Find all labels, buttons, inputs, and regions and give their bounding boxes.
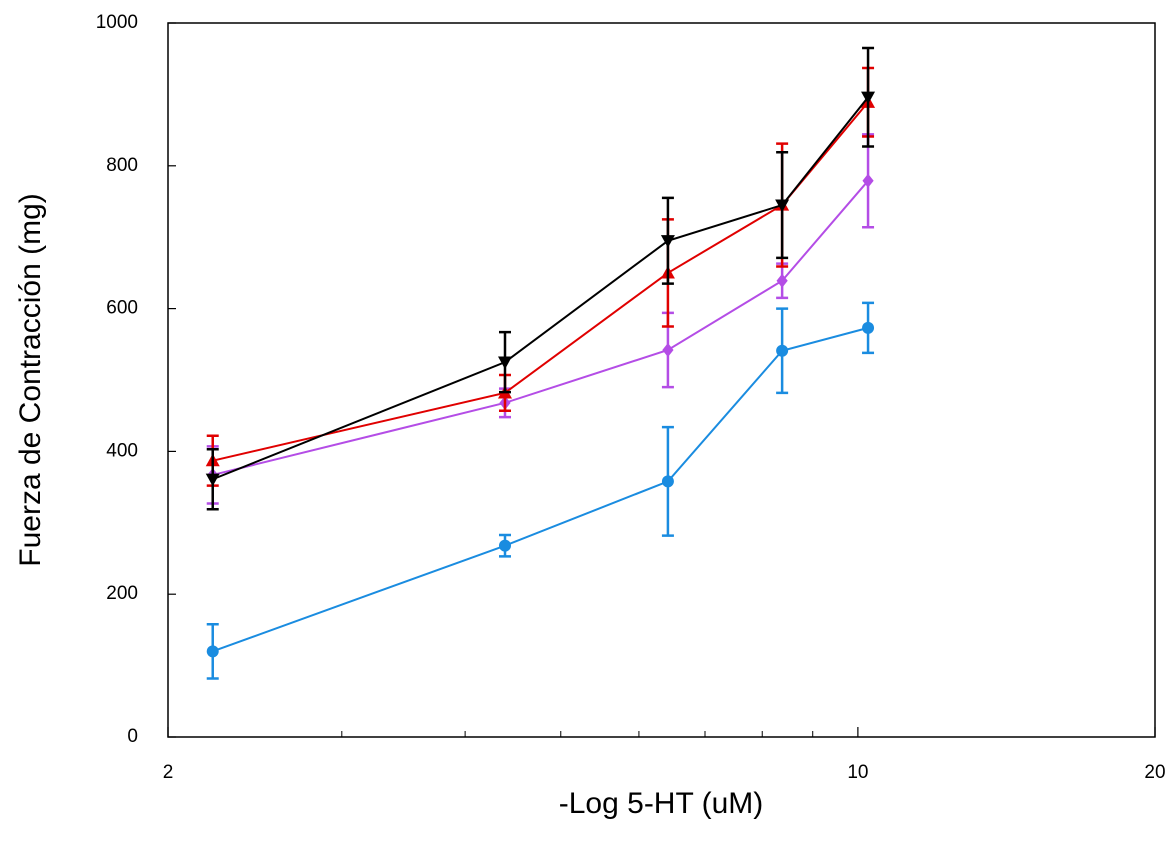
- plot-frame: [167, 22, 1156, 738]
- y-tick-label: 400: [106, 440, 138, 461]
- x-tick-label: 2: [163, 762, 174, 783]
- marker: [498, 539, 511, 552]
- marker: [861, 91, 876, 105]
- y-tick-label: 1000: [96, 12, 138, 33]
- series-line: [212, 180, 869, 476]
- marker: [661, 475, 674, 488]
- y-tick-label: 600: [106, 298, 138, 319]
- marker: [776, 273, 788, 288]
- marker: [660, 235, 675, 248]
- x-tick-label: 10: [847, 762, 868, 783]
- marker: [862, 321, 875, 334]
- marker: [775, 199, 790, 213]
- y-axis-title: Fuerza de Contracción (mg): [14, 193, 47, 566]
- x-tick-label: 20: [1144, 762, 1165, 783]
- marker: [862, 173, 874, 188]
- series-line: [212, 326, 869, 653]
- marker: [662, 343, 674, 358]
- x-axis-title: -Log 5-HT (uM): [559, 787, 764, 820]
- marker: [776, 344, 789, 357]
- marker: [206, 645, 219, 658]
- marker: [205, 473, 220, 487]
- series-line: [212, 101, 869, 462]
- y-tick-label: 800: [106, 155, 138, 176]
- y-tick-label: 0: [127, 726, 138, 747]
- marker: [497, 356, 512, 370]
- y-tick-label: 200: [106, 583, 138, 604]
